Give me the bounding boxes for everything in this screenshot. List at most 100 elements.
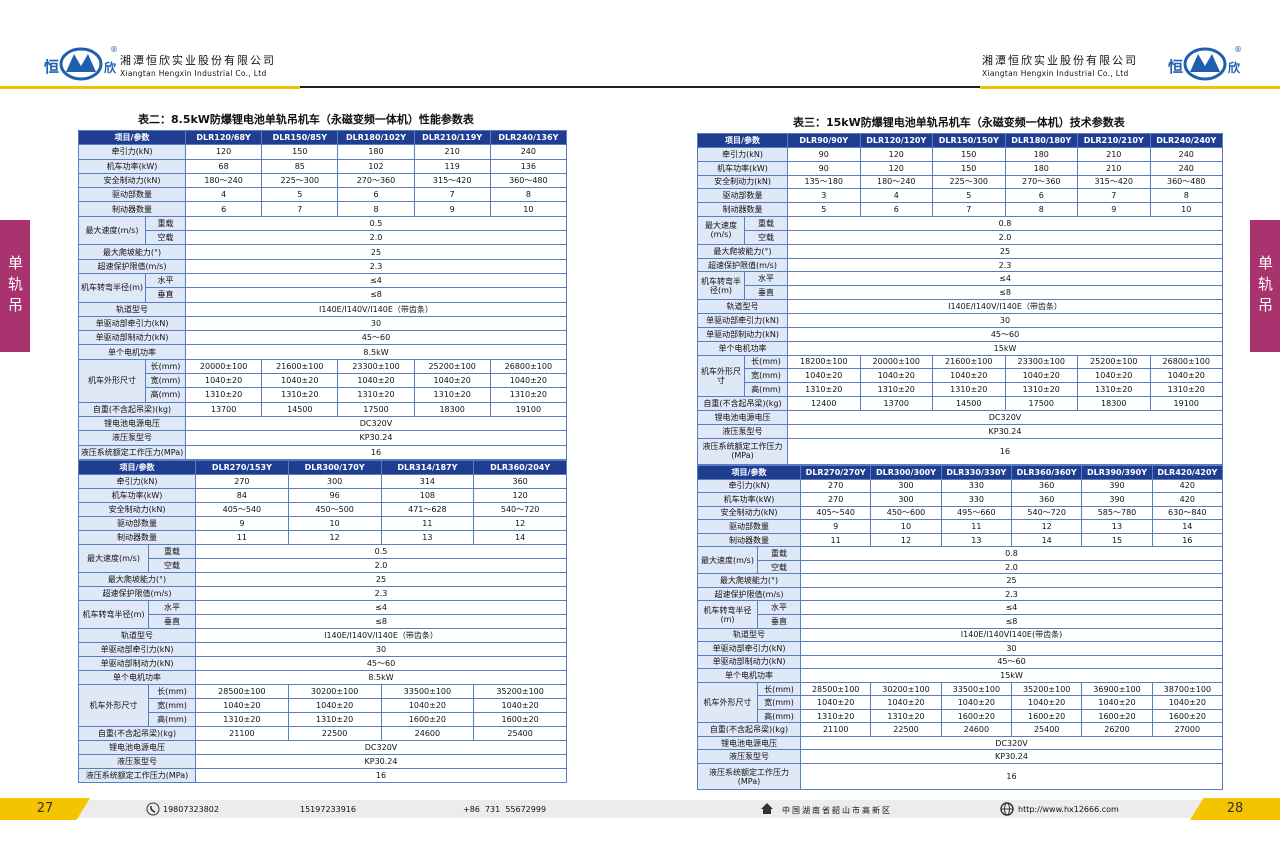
value-cell: 108 <box>380 488 475 503</box>
value-cell: 17500 <box>337 401 415 417</box>
value-cell: 27000 <box>1151 722 1223 737</box>
value-cell: 20000±100 <box>185 358 263 375</box>
value-cell: KP30.24 <box>195 754 568 769</box>
spec-row: 驱动部数量 4 5 6 7 8 <box>77 187 567 203</box>
header-row: 项目/参数 DLR120/68Y DLR150/85Y DLR180/102Y DLR2… <box>77 129 567 146</box>
value-cell: 4 <box>859 188 934 204</box>
spec-row: 垂直 ≤8 <box>79 287 567 303</box>
value-cell: 33500±100 <box>380 684 475 699</box>
spec-table: 项目/参数 DLR270/153Y DLR300/170Y DLR314/187Y DL… <box>77 460 568 783</box>
value-cell: 1040±20 <box>940 695 1013 710</box>
model-header: DLR210/119Y <box>413 129 491 146</box>
model-header: DLR300/300Y <box>870 465 942 480</box>
model-header: DLR120/120Y <box>859 133 934 148</box>
spec-row: 超速保护限值(m/s) 2.3 <box>77 586 568 601</box>
row-label: 液压系统额定工作压力(MPa) <box>77 768 197 783</box>
value-cell: 16 <box>1151 532 1223 548</box>
table-title: 表三：15kW防爆锂电池单轨吊机车（永磁变频一体机）技术参数表 <box>793 116 1125 129</box>
header-label: 项目/参数 <box>696 133 789 148</box>
row-label: 安全制动力(kN) <box>77 172 187 189</box>
spec-row: 单驱动部牵引力(kN) 30 <box>77 315 567 332</box>
spec-row: 单驱动部制动力(kN) 45～60 <box>77 330 567 346</box>
spec-row: 液压系统额定工作压力(MPa) 16 <box>696 763 1223 790</box>
value-cell: 10 <box>287 516 382 531</box>
value-cell: 420 <box>1151 478 1223 494</box>
spec-row: 单个电机功率 8.5kW <box>77 344 567 360</box>
value-cell: 11 <box>800 532 872 548</box>
value-cell: 2.0 <box>800 559 1223 575</box>
value-cell: 26800±100 <box>489 358 567 375</box>
header-label: 项目/参数 <box>696 465 802 480</box>
phone: 19807323802 <box>163 805 219 814</box>
row-label: 单驱动部牵引力(kN) <box>77 642 197 657</box>
sub-label: 水平 <box>147 600 197 615</box>
value-cell: 1310±20 <box>185 387 263 403</box>
model-header: DLR420/420Y <box>1151 465 1223 480</box>
spec-row: 机车功率(kW) 84 96 108 120 <box>77 488 568 503</box>
spec-row: 单驱动部制动力(kN) 45～60 <box>77 656 568 671</box>
row-label: 超速保护限值(m/s) <box>696 257 789 273</box>
value-cell: 210 <box>1077 146 1151 162</box>
row-label: 液压泵型号 <box>77 754 197 769</box>
spec-row: 自重(不含起吊梁)(kg) 21100 22500 24600 25400 <box>77 726 568 741</box>
value-cell: 1310±20 <box>1149 382 1224 398</box>
value-cell: 35200±100 <box>473 684 568 699</box>
company-name-en: Xiangtan Hengxin Industrial Co., Ltd <box>120 69 267 78</box>
value-cell: 19100 <box>489 401 567 417</box>
value-cell: 1040±20 <box>800 695 872 710</box>
spec-row: 制动器数量 5 6 7 8 9 10 <box>696 202 1224 218</box>
row-label: 驱动部数量 <box>77 187 187 203</box>
spec-row: 高(mm) 1310±20 1310±20 1600±20 1600±20 <box>79 712 568 727</box>
spec-row: 牵引力(kN) 270 300 314 360 <box>77 474 568 489</box>
value-cell: 1040±20 <box>261 373 339 389</box>
value-cell: 21600±100 <box>261 358 339 375</box>
company-name-cn: 湘潭恒欣实业股份有限公司 <box>982 54 1138 67</box>
value-cell: 10 <box>870 519 942 534</box>
header-row: 项目/参数 DLR270/153Y DLR300/170Y DLR314/187Y DL… <box>77 460 568 475</box>
side-tab: 单轨吊 <box>0 220 30 352</box>
value-cell: 1040±20 <box>859 368 934 384</box>
value-cell: 405～540 <box>195 502 289 517</box>
value-cell: 1040±20 <box>1149 368 1224 384</box>
row-label: 单驱动部制动力(kN) <box>77 656 197 671</box>
row-label: 安全制动力(kN) <box>696 174 789 190</box>
header-row: 项目/参数 DLR90/90Y DLR120/120Y DLR150/150Y DLR1… <box>696 133 1224 148</box>
value-cell: 12400 <box>787 396 861 411</box>
row-label: 超速保护限值(m/s) <box>696 586 802 602</box>
home-icon <box>761 803 773 814</box>
sub-label: 长(mm) <box>144 358 187 375</box>
spec-row: 机车外形尺寸 长(mm) 18200±100 20000±100 21600±100 23… <box>697 354 1224 398</box>
spec-row: 高(mm) 1310±20 1310±20 1310±20 1310±20 1310±20 <box>79 387 567 403</box>
row-label: 机车功率(kW) <box>696 492 802 507</box>
table-title: 表二：8.5kW防爆锂电池单轨吊机车（永磁变频一体机）性能参数表 <box>138 113 474 126</box>
value-cell: 9 <box>1077 202 1151 218</box>
sub-label: 空载 <box>144 230 187 246</box>
model-header: DLR210/210Y <box>1077 133 1151 148</box>
spec-row: 垂直 ≤8 <box>79 614 568 629</box>
spec-row: 牵引力(kN) 120 150 180 210 240 <box>77 144 567 160</box>
logo-char: 恒 <box>44 58 59 76</box>
value-cell: 0.5 <box>185 215 567 232</box>
value-cell: 19100 <box>1149 396 1224 411</box>
sub-label: 宽(mm) <box>756 695 802 710</box>
row-label: 制动器数量 <box>696 532 802 548</box>
row-label: 液压泵型号 <box>696 749 802 765</box>
value-cell: 120 <box>859 160 934 176</box>
spec-row: 机车功率(kW) 270 300 330 360 390 420 <box>696 492 1223 507</box>
value-cell: 270～360 <box>1004 174 1079 190</box>
model-header: DLR150/150Y <box>932 133 1006 148</box>
spec-row: 机车功率(kW) 90 120 150 180 210 240 <box>696 160 1224 176</box>
value-cell: 102 <box>337 158 415 174</box>
value-cell: 0.8 <box>787 216 1224 231</box>
group-label: 机车外形尺寸 <box>78 684 149 727</box>
row-label: 制动器数量 <box>77 201 187 217</box>
value-cell: 16 <box>185 444 567 461</box>
value-cell: 14 <box>473 530 568 545</box>
spec-row: 机车外形尺寸 长(mm) 20000±100 21600±100 23300±100 25… <box>78 358 567 403</box>
row-label: 自重(不含起吊梁)(kg) <box>77 726 197 741</box>
spec-row: 锂电池电源电压 DC320V <box>696 409 1224 425</box>
sub-label: 重载 <box>147 544 197 559</box>
value-cell: I140E/I140V/I140E（带齿条） <box>195 628 568 643</box>
value-cell: DC320V <box>800 735 1223 751</box>
value-cell: 1600±20 <box>1010 708 1083 724</box>
